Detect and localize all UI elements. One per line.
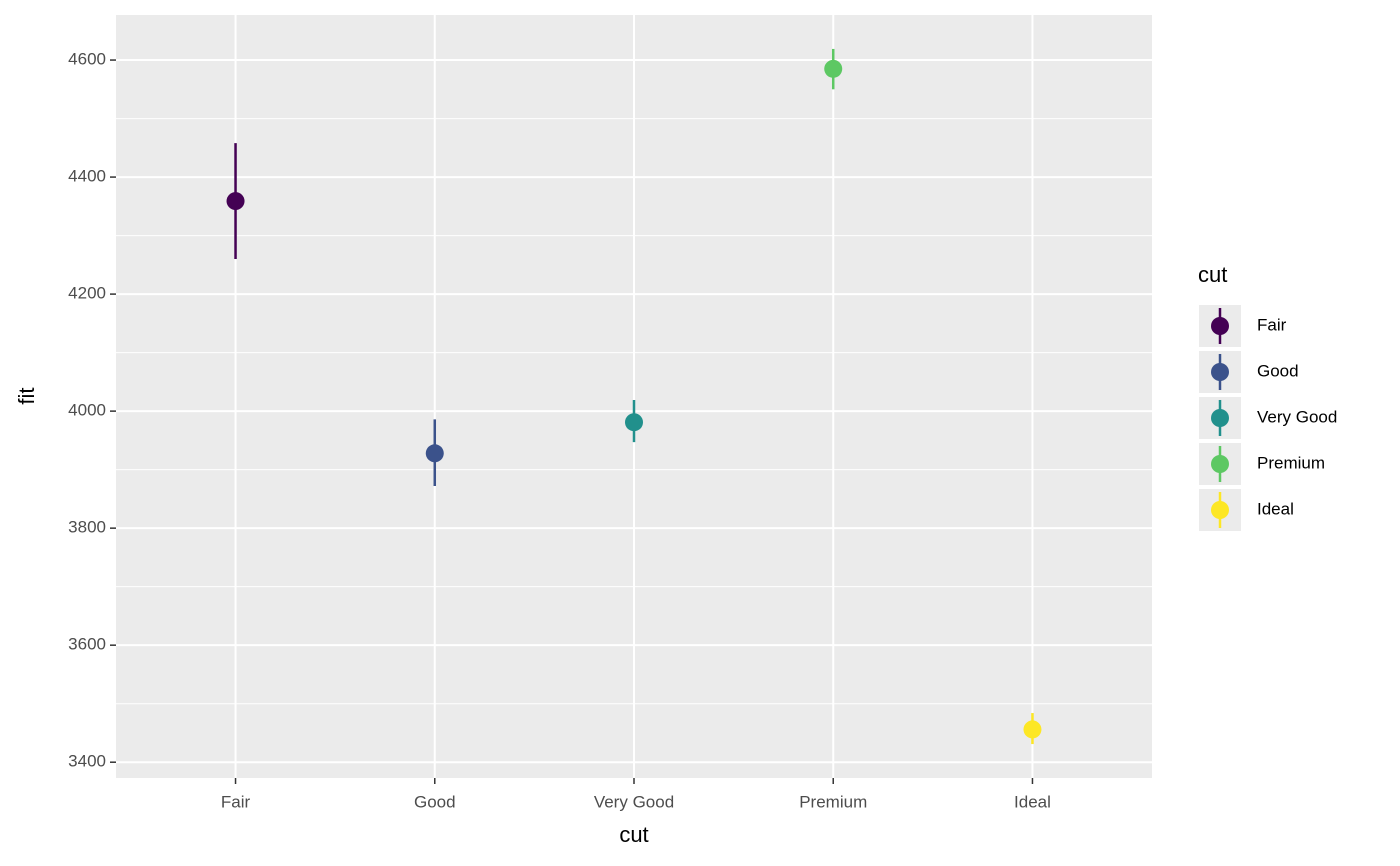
x-tick-label: Ideal bbox=[1014, 792, 1051, 811]
y-tick-label: 3800 bbox=[68, 518, 106, 537]
legend-label: Premium bbox=[1257, 453, 1325, 472]
point bbox=[824, 59, 843, 78]
y-tick-label: 4600 bbox=[68, 50, 106, 69]
legend-point bbox=[1211, 317, 1229, 335]
legend-point bbox=[1211, 501, 1229, 519]
y-tick-label: 4200 bbox=[68, 284, 106, 303]
y-tick-label: 3600 bbox=[68, 635, 106, 654]
y-axis-title: fit bbox=[14, 387, 39, 404]
point bbox=[1023, 720, 1042, 739]
y-tick-label: 4000 bbox=[68, 401, 106, 420]
x-tick-label: Premium bbox=[799, 792, 867, 811]
x-tick-label: Good bbox=[414, 792, 456, 811]
x-axis-title: cut bbox=[619, 822, 648, 847]
x-tick-label: Very Good bbox=[594, 792, 674, 811]
legend-point bbox=[1211, 363, 1229, 381]
legend-point bbox=[1211, 455, 1229, 473]
legend-point bbox=[1211, 409, 1229, 427]
legend-label: Fair bbox=[1257, 315, 1287, 334]
point bbox=[625, 413, 643, 432]
point bbox=[425, 444, 444, 463]
legend-label: Good bbox=[1257, 361, 1299, 380]
point bbox=[226, 192, 245, 211]
legend-title: cut bbox=[1198, 262, 1227, 287]
legend-label: Ideal bbox=[1257, 499, 1294, 518]
x-tick-label: Fair bbox=[221, 792, 251, 811]
y-tick-label: 3400 bbox=[68, 752, 106, 771]
legend-label: Very Good bbox=[1257, 407, 1337, 426]
y-tick-label: 4400 bbox=[68, 167, 106, 186]
